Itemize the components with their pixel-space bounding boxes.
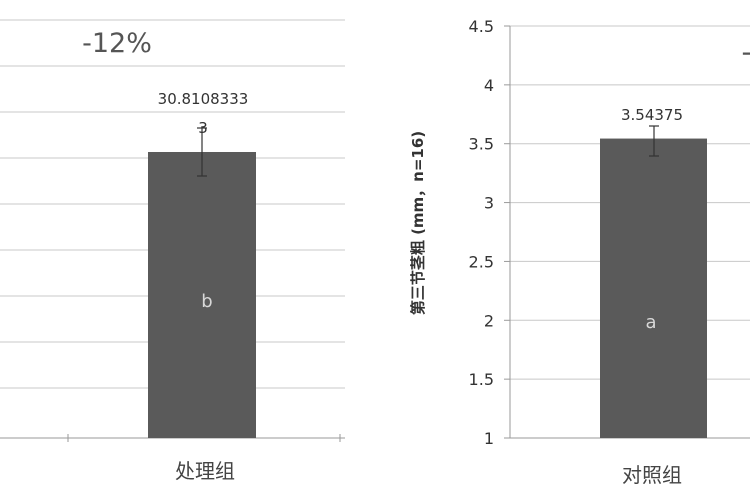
right-bar — [600, 138, 707, 439]
right-y-tick-label: 1.5 — [469, 370, 494, 389]
right-bar-letter: a — [645, 312, 656, 333]
left-data-label-line1: 30.8108333 — [158, 90, 249, 108]
right-plus-annotation: + — [740, 38, 750, 69]
right-category-label: 对照组 — [622, 463, 682, 487]
left-panel: 30.8108333 3 b 处理组 -12% — [0, 19, 345, 483]
right-panel: 4.5 4 3.5 3 2.5 2 1.5 1 3.54375 a 对照组 + 第三节茎粗 (… — [409, 17, 750, 487]
left-bar — [148, 152, 256, 438]
right-y-tick-label: 4 — [484, 76, 494, 95]
right-data-label: 3.54375 — [621, 106, 683, 124]
right-y-tick-label: 3 — [484, 194, 494, 213]
right-y-tick-label: 3.5 — [469, 135, 494, 154]
left-data-label-line2: 3 — [198, 119, 208, 137]
right-y-tick-label: 1 — [484, 429, 494, 448]
right-y-tick-label: 2 — [484, 311, 494, 330]
right-y-axis-label: 第三节茎粗 (mm，n=16) — [409, 131, 427, 315]
left-category-label: 处理组 — [175, 459, 235, 483]
right-y-tick-label: 4.5 — [469, 17, 494, 36]
right-y-tick-labels: 4.5 4 3.5 3 2.5 2 1.5 1 — [469, 17, 510, 448]
left-bar-letter: b — [201, 291, 212, 312]
left-percent-annotation: -12% — [82, 28, 152, 59]
right-y-tick-label: 2.5 — [469, 252, 494, 271]
